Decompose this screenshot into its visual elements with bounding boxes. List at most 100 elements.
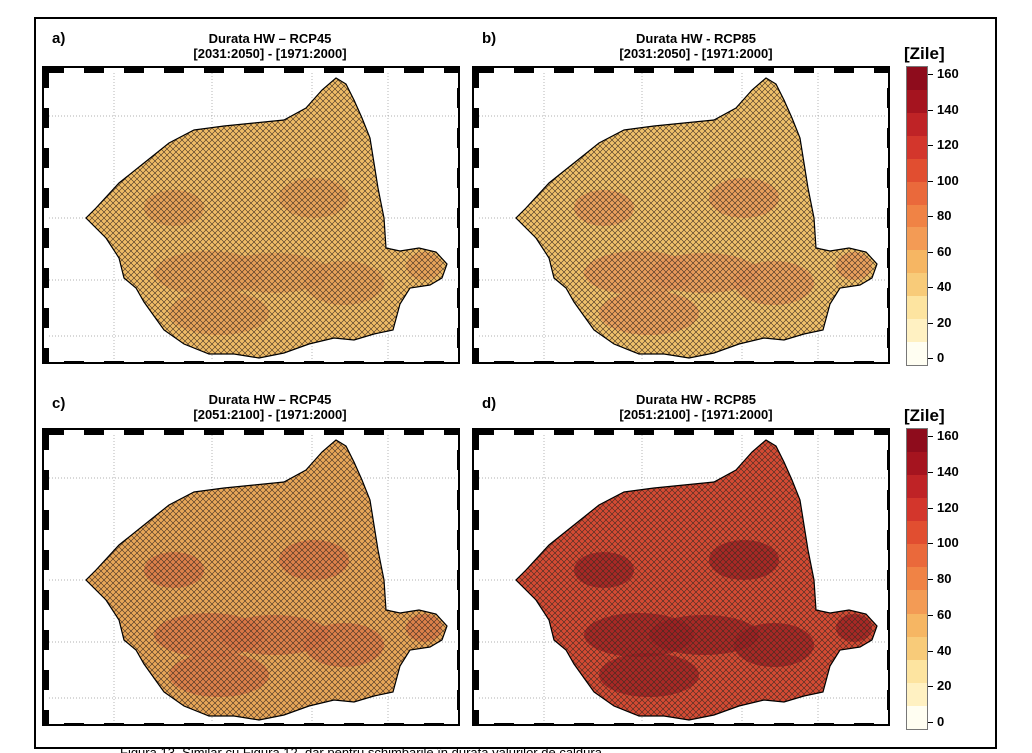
legend-tick-label: 0 [937,350,945,365]
legend-swatch [907,544,927,568]
legend-tick-mark [928,471,933,473]
legend-tick-label: 160 [937,66,959,81]
colorbar-bottom [906,428,928,730]
country-outline [85,439,448,721]
panel-title-b: Durata HW - RCP85 [2031:2050] - [1971:20… [576,31,816,61]
legend-tick-mark [928,216,933,217]
legend-tick-mark [928,180,933,182]
legend-swatch [907,135,927,159]
map-panel-a [42,66,460,364]
legend-tick-label: 40 [937,642,952,658]
panel-label-c: c) [52,395,66,412]
legend-swatch [907,250,927,274]
legend-tick-label: 0 [937,714,945,729]
map-d-svg [474,430,888,724]
legend-tick-mark [928,650,933,652]
legend-tick-mark [928,436,933,437]
map-a-svg [44,68,458,362]
map-border-ticks [44,430,458,724]
legend-tick-label: 100 [937,535,959,551]
legend-tick-mark [928,358,933,359]
map-border-ticks [44,68,458,362]
legend-swatch [907,204,927,228]
legend-tick-mark [928,74,933,75]
legend-tick-label: 140 [937,463,959,479]
legend-tick-mark [928,686,933,688]
legend-swatch [907,112,927,136]
legend-tick-mark [928,145,933,146]
legend-title-top: [Zile] [904,44,945,63]
legend-swatch [907,567,927,591]
legend-tick-label: 40 [937,279,952,294]
legend-tick-label: 100 [937,172,959,188]
legend-tick-mark [928,722,933,723]
legend-swatch [907,475,927,499]
legend-tick-label: 120 [937,499,959,515]
legend-tick-mark [928,614,933,616]
legend-tick-mark [928,287,933,288]
legend-swatch [907,498,927,522]
legend-swatch [907,705,927,729]
panel-title-b-line2: [2031:2050] - [1971:2000] [619,46,773,61]
legend-tick-mark [928,109,933,111]
legend-tick-mark [928,322,933,324]
legend-swatch [907,342,927,365]
legend-swatch [907,659,927,683]
legend-tick-label: 20 [937,678,952,694]
significance-hatch [516,440,877,720]
significance-hatch [86,78,447,358]
legend-swatch [907,296,927,320]
map-c-svg [44,430,458,724]
legend-tick-label: 60 [937,243,952,259]
legend-tick-label: 140 [937,101,959,117]
country-outline [515,77,878,359]
legend-swatch [907,89,927,113]
panel-label-d: d) [482,395,497,412]
legend-swatch [907,227,927,251]
legend-swatch [907,429,927,453]
map-panel-b [472,66,890,364]
legend-swatch [907,452,927,476]
legend-tick-label: 60 [937,606,952,622]
colorbar-top [906,66,928,366]
legend-tick-label: 120 [937,137,959,152]
panel-title-d: Durata HW - RCP85 [2051:2100] - [1971:20… [576,392,816,422]
legend-swatch [907,636,927,660]
country-outline [85,77,448,359]
legend-tick-label: 20 [937,314,952,330]
figure-caption: Figura 13. Similar cu Figura 12, dar pen… [120,745,602,753]
legend-swatch [907,521,927,545]
legend-tick-label: 80 [937,571,952,586]
map-border-ticks [474,430,888,724]
panel-title-a-line2: [2031:2050] - [1971:2000] [193,46,347,61]
panel-title-a: Durata HW – RCP45 [2031:2050] - [1971:20… [150,31,390,61]
panel-title-c-line2: [2051:2100] - [1971:2000] [193,407,347,422]
significance-hatch [516,78,877,358]
legend-swatch [907,273,927,297]
panel-title-d-line1: Durata HW - RCP85 [636,392,756,407]
country-outline [515,439,878,721]
legend-swatch [907,682,927,706]
panel-title-c-line1: Durata HW – RCP45 [208,392,332,407]
legend-swatch [907,590,927,614]
legend-swatch [907,67,927,90]
legend-tick-mark [928,579,933,580]
significance-hatch [86,440,447,720]
legend-tick-mark [928,507,933,509]
panel-title-c: Durata HW – RCP45 [2051:2100] - [1971:20… [150,392,390,422]
map-panel-c [42,428,460,726]
legend-tick-label: 80 [937,208,952,223]
legend-tick-mark [928,543,933,545]
legend-tick-label: 160 [937,428,959,443]
map-panel-d [472,428,890,726]
map-b-svg [474,68,888,362]
legend-swatch [907,158,927,182]
legend-swatch [907,613,927,637]
panel-title-d-line2: [2051:2100] - [1971:2000] [619,407,773,422]
figure-frame [34,17,997,749]
panel-title-b-line1: Durata HW - RCP85 [636,31,756,46]
panel-label-b: b) [482,30,497,47]
map-border-ticks [474,68,888,362]
legend-swatch [907,181,927,205]
panel-title-a-line1: Durata HW – RCP45 [208,31,332,46]
